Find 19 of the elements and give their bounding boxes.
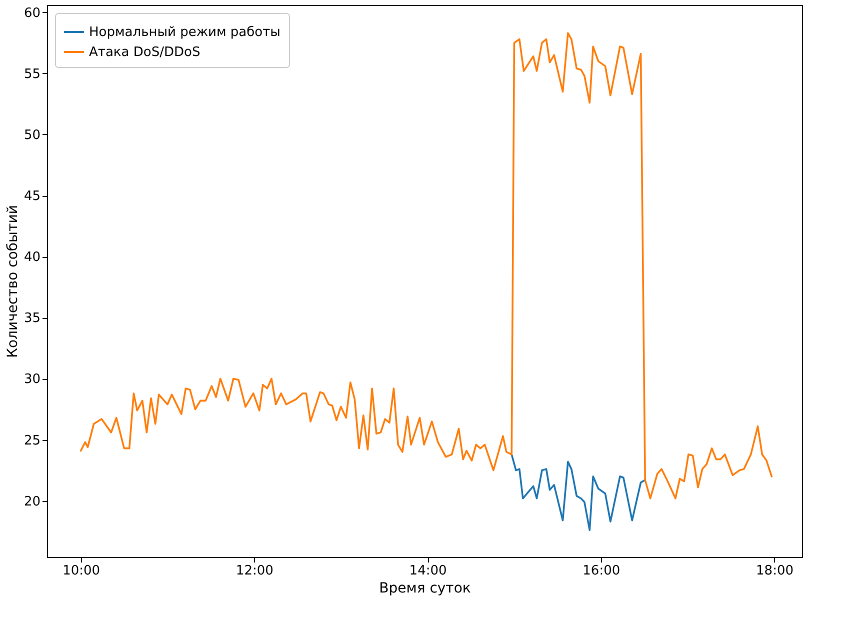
y-tick-label: 55 <box>24 66 40 82</box>
y-tick-label: 25 <box>24 433 40 448</box>
y-tick-label: 40 <box>24 250 40 266</box>
line-series <box>510 454 646 532</box>
x-tick-label: 10:00 <box>62 564 100 578</box>
legend-label: Атака DoS/DDoS <box>89 45 200 60</box>
legend-label: Нормальный режим работы <box>89 25 280 40</box>
x-tick-label: 12:00 <box>236 564 274 578</box>
y-tick-label: 50 <box>24 128 40 143</box>
x-tick-label: 16:00 <box>582 564 620 578</box>
y-tick-label: 20 <box>24 494 40 510</box>
y-tick-label: 45 <box>24 189 40 204</box>
x-tick-label: 14:00 <box>409 564 447 578</box>
y-tick-label: 30 <box>24 372 40 388</box>
x-tick-label: 18:00 <box>756 564 794 578</box>
y-tick-label: 60 <box>24 6 40 21</box>
y-tick-label: 35 <box>24 311 40 326</box>
y-axis-title: Количество событий <box>4 205 21 358</box>
x-axis-title: Время суток <box>379 580 471 596</box>
